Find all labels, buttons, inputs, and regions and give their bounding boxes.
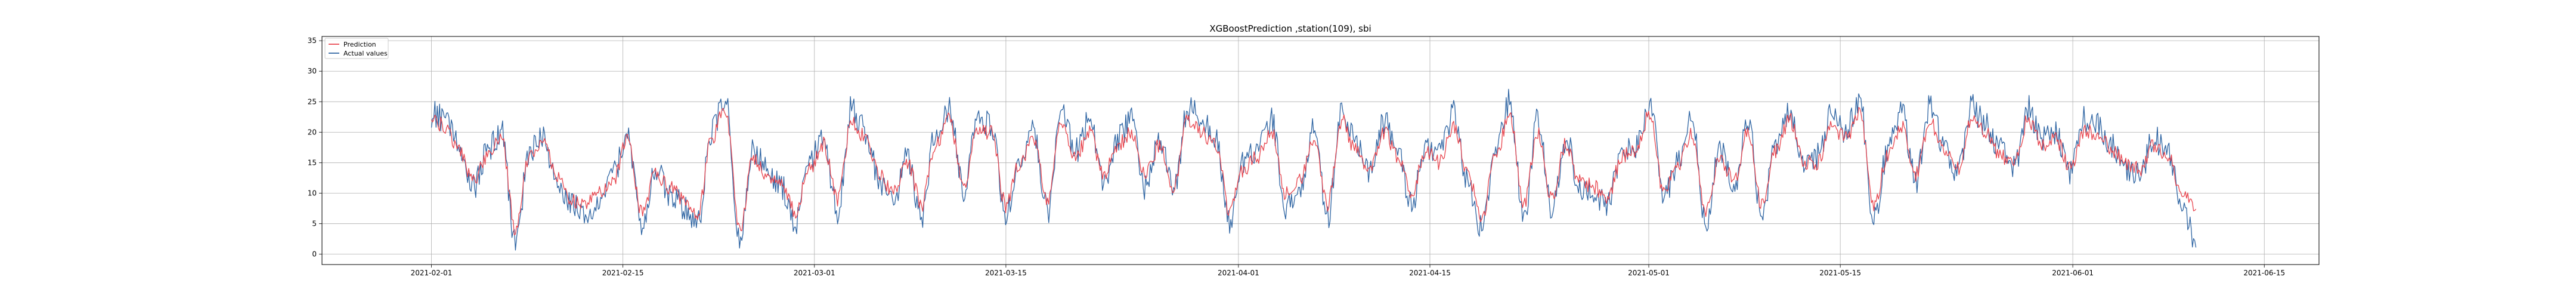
x-tick-label: 2021-04-15 <box>1409 269 1451 277</box>
x-tick-label: 2021-06-15 <box>2243 269 2285 277</box>
axis-layer: 2021-02-01 2021-02-15 2021-03-01 2021-03-15… <box>308 36 2285 277</box>
x-tick-label: 2021-05-15 <box>1819 269 1861 277</box>
chart-title: XGBoostPrediction ,station(109), sbi <box>1209 23 1371 34</box>
y-tick-label: 15 <box>308 158 317 167</box>
x-tick-label: 2021-02-01 <box>411 269 453 277</box>
x-tick-label: 2021-05-01 <box>1628 269 1670 277</box>
y-tick-label: 30 <box>308 67 317 75</box>
legend-box <box>324 38 389 59</box>
series-layer <box>431 88 2197 251</box>
x-tick-label: 2021-03-15 <box>985 269 1027 277</box>
plot-frame <box>321 36 2320 265</box>
y-tick-label: 10 <box>308 189 317 197</box>
y-tick-label: 5 <box>312 220 317 228</box>
y-tick-label: 35 <box>308 36 317 45</box>
legend: Prediction Actual values <box>324 38 389 59</box>
series-line-actual <box>431 88 2197 251</box>
legend-label-actual: Actual values <box>343 50 388 57</box>
y-tick-label: 0 <box>312 250 317 259</box>
y-tick-label: 25 <box>308 97 317 106</box>
series-line-prediction <box>431 107 2197 235</box>
grid-layer <box>322 36 2319 265</box>
x-tick-label: 2021-06-01 <box>2052 269 2094 277</box>
x-tick-label: 2021-04-01 <box>1218 269 1259 277</box>
x-tick-label: 2021-03-01 <box>794 269 835 277</box>
legend-label-prediction: Prediction <box>343 41 376 48</box>
x-tick-label: 2021-02-15 <box>602 269 644 277</box>
y-tick-label: 20 <box>308 128 317 136</box>
